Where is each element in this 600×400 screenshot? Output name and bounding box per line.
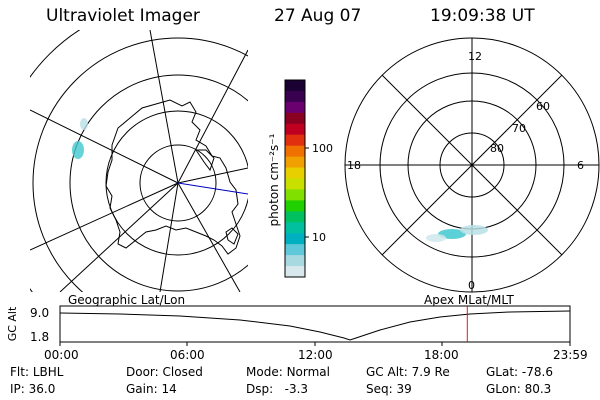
colorbar-cell: [285, 112, 305, 125]
colorbar-frame: [284, 79, 306, 278]
colorbar-cell: [285, 101, 305, 114]
colorbar-cell: [285, 244, 305, 256]
colorbar-cell: [285, 156, 305, 169]
y-tick-bottom: 1.8: [30, 330, 50, 344]
polar-plot: [344, 37, 600, 293]
status-gain: Gain: 14: [126, 382, 177, 396]
geographic-label: Geographic Lat/Lon: [68, 293, 186, 307]
mlt-label-top: 12: [468, 50, 482, 63]
colorbar-cell: [285, 200, 305, 212]
geo-meridian: [30, 182, 179, 251]
colorbar-cell: [285, 145, 305, 158]
altitude-curve: [59, 310, 571, 341]
x-tick-label: 12:00: [298, 348, 333, 362]
y-tick-top: 9.0: [30, 306, 50, 320]
status-glat: GLat: -78.6: [486, 365, 553, 379]
geo-meridian: [159, 182, 179, 292]
timeline-y-axis-label: GC Alt: [6, 306, 19, 341]
status-ip: IP: 36.0: [10, 382, 56, 396]
timeline-frame: [59, 305, 571, 343]
satellite-direction: [177, 182, 248, 195]
observation-date: 27 Aug 07: [274, 6, 362, 26]
observation-time: 19:09:38 UT: [430, 6, 535, 26]
status-filter: Flt: LBHL: [10, 365, 64, 379]
colorbar-cell: [285, 167, 305, 179]
colorbar-cell: [285, 134, 305, 147]
colorbar-cell: [285, 80, 305, 92]
status-seq: Seq: 39: [366, 382, 412, 396]
colorbar: [285, 80, 305, 278]
x-tick-label: 06:00: [170, 348, 205, 362]
colorbar-cell: [285, 233, 305, 245]
status-gc-alt: GC Alt: 7.9 Re: [366, 365, 450, 379]
status-glon: GLon: 80.3: [486, 382, 552, 396]
geo-meridian: [149, 30, 179, 184]
colorbar-tick-label: 10: [312, 231, 326, 244]
polar-diagonal: [381, 74, 563, 256]
status-mode: Mode: Normal: [246, 365, 330, 379]
geographic-map: [30, 30, 248, 292]
colorbar-cell: [285, 222, 305, 234]
coastline-inlet: [195, 149, 215, 172]
x-tick-label: 00:00: [44, 348, 79, 362]
x-tick-label: 23:59: [553, 348, 588, 362]
mlt-label-bottom: 0: [468, 279, 475, 292]
geo-meridian: [177, 167, 248, 184]
geo-lat-circle: [32, 37, 248, 292]
lat-label-60: 60: [536, 100, 550, 113]
mlt-label-left: 18: [347, 159, 361, 172]
colorbar-cell: [285, 90, 305, 103]
aurora-oval: [426, 234, 446, 242]
x-tick-label: 18:00: [424, 348, 459, 362]
status-dsp: Dsp: -3.3: [246, 382, 309, 396]
lat-label-70: 70: [512, 122, 526, 135]
colorbar-cell: [285, 189, 305, 201]
lat-label-80: 80: [490, 142, 504, 155]
apex-label: Apex MLat/MLT: [424, 293, 514, 307]
aurora-emission: [80, 118, 88, 130]
geo-lat-circle: [139, 144, 217, 222]
aurora-emission: [72, 141, 84, 159]
colorbar-cell: [285, 123, 305, 136]
geo-meridian: [30, 109, 179, 184]
colorbar-cell: [285, 255, 305, 267]
instrument-title: Ultraviolet Imager: [46, 6, 200, 26]
colorbar-cell: [285, 266, 305, 278]
colorbar-tick-label: 100: [312, 142, 333, 155]
status-door: Door: Closed: [126, 365, 203, 379]
coastline: [105, 99, 241, 255]
mlt-label-right: 6: [577, 159, 584, 172]
aurora-oval: [460, 225, 488, 235]
geo-lat-circle: [69, 74, 248, 292]
colorbar-cell: [285, 178, 305, 190]
colorbar-cell: [285, 211, 305, 223]
geo-meridian: [177, 49, 248, 184]
coastline-island: [225, 227, 239, 245]
colorbar-unit-label: photon cm⁻²s⁻¹: [267, 133, 281, 226]
